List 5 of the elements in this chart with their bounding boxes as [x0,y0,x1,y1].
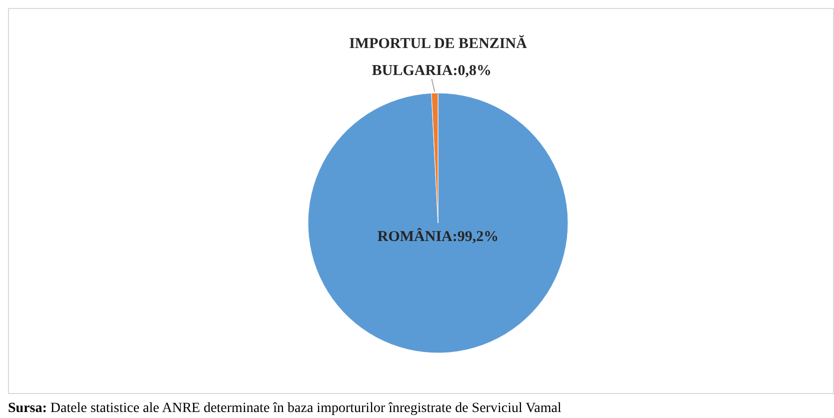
chart-title: IMPORTUL DE BENZINĂ [349,34,528,52]
pie-slice [308,92,568,354]
text: Sursa: Datele statistice ale ANRE determinate în baza importurilor înregistrate de Serviciul Vamal [8,401,562,416]
slice-label: BULGARIA:0,8% [372,63,492,79]
slice-label: ROMÂNIA:99,2% [377,227,499,245]
